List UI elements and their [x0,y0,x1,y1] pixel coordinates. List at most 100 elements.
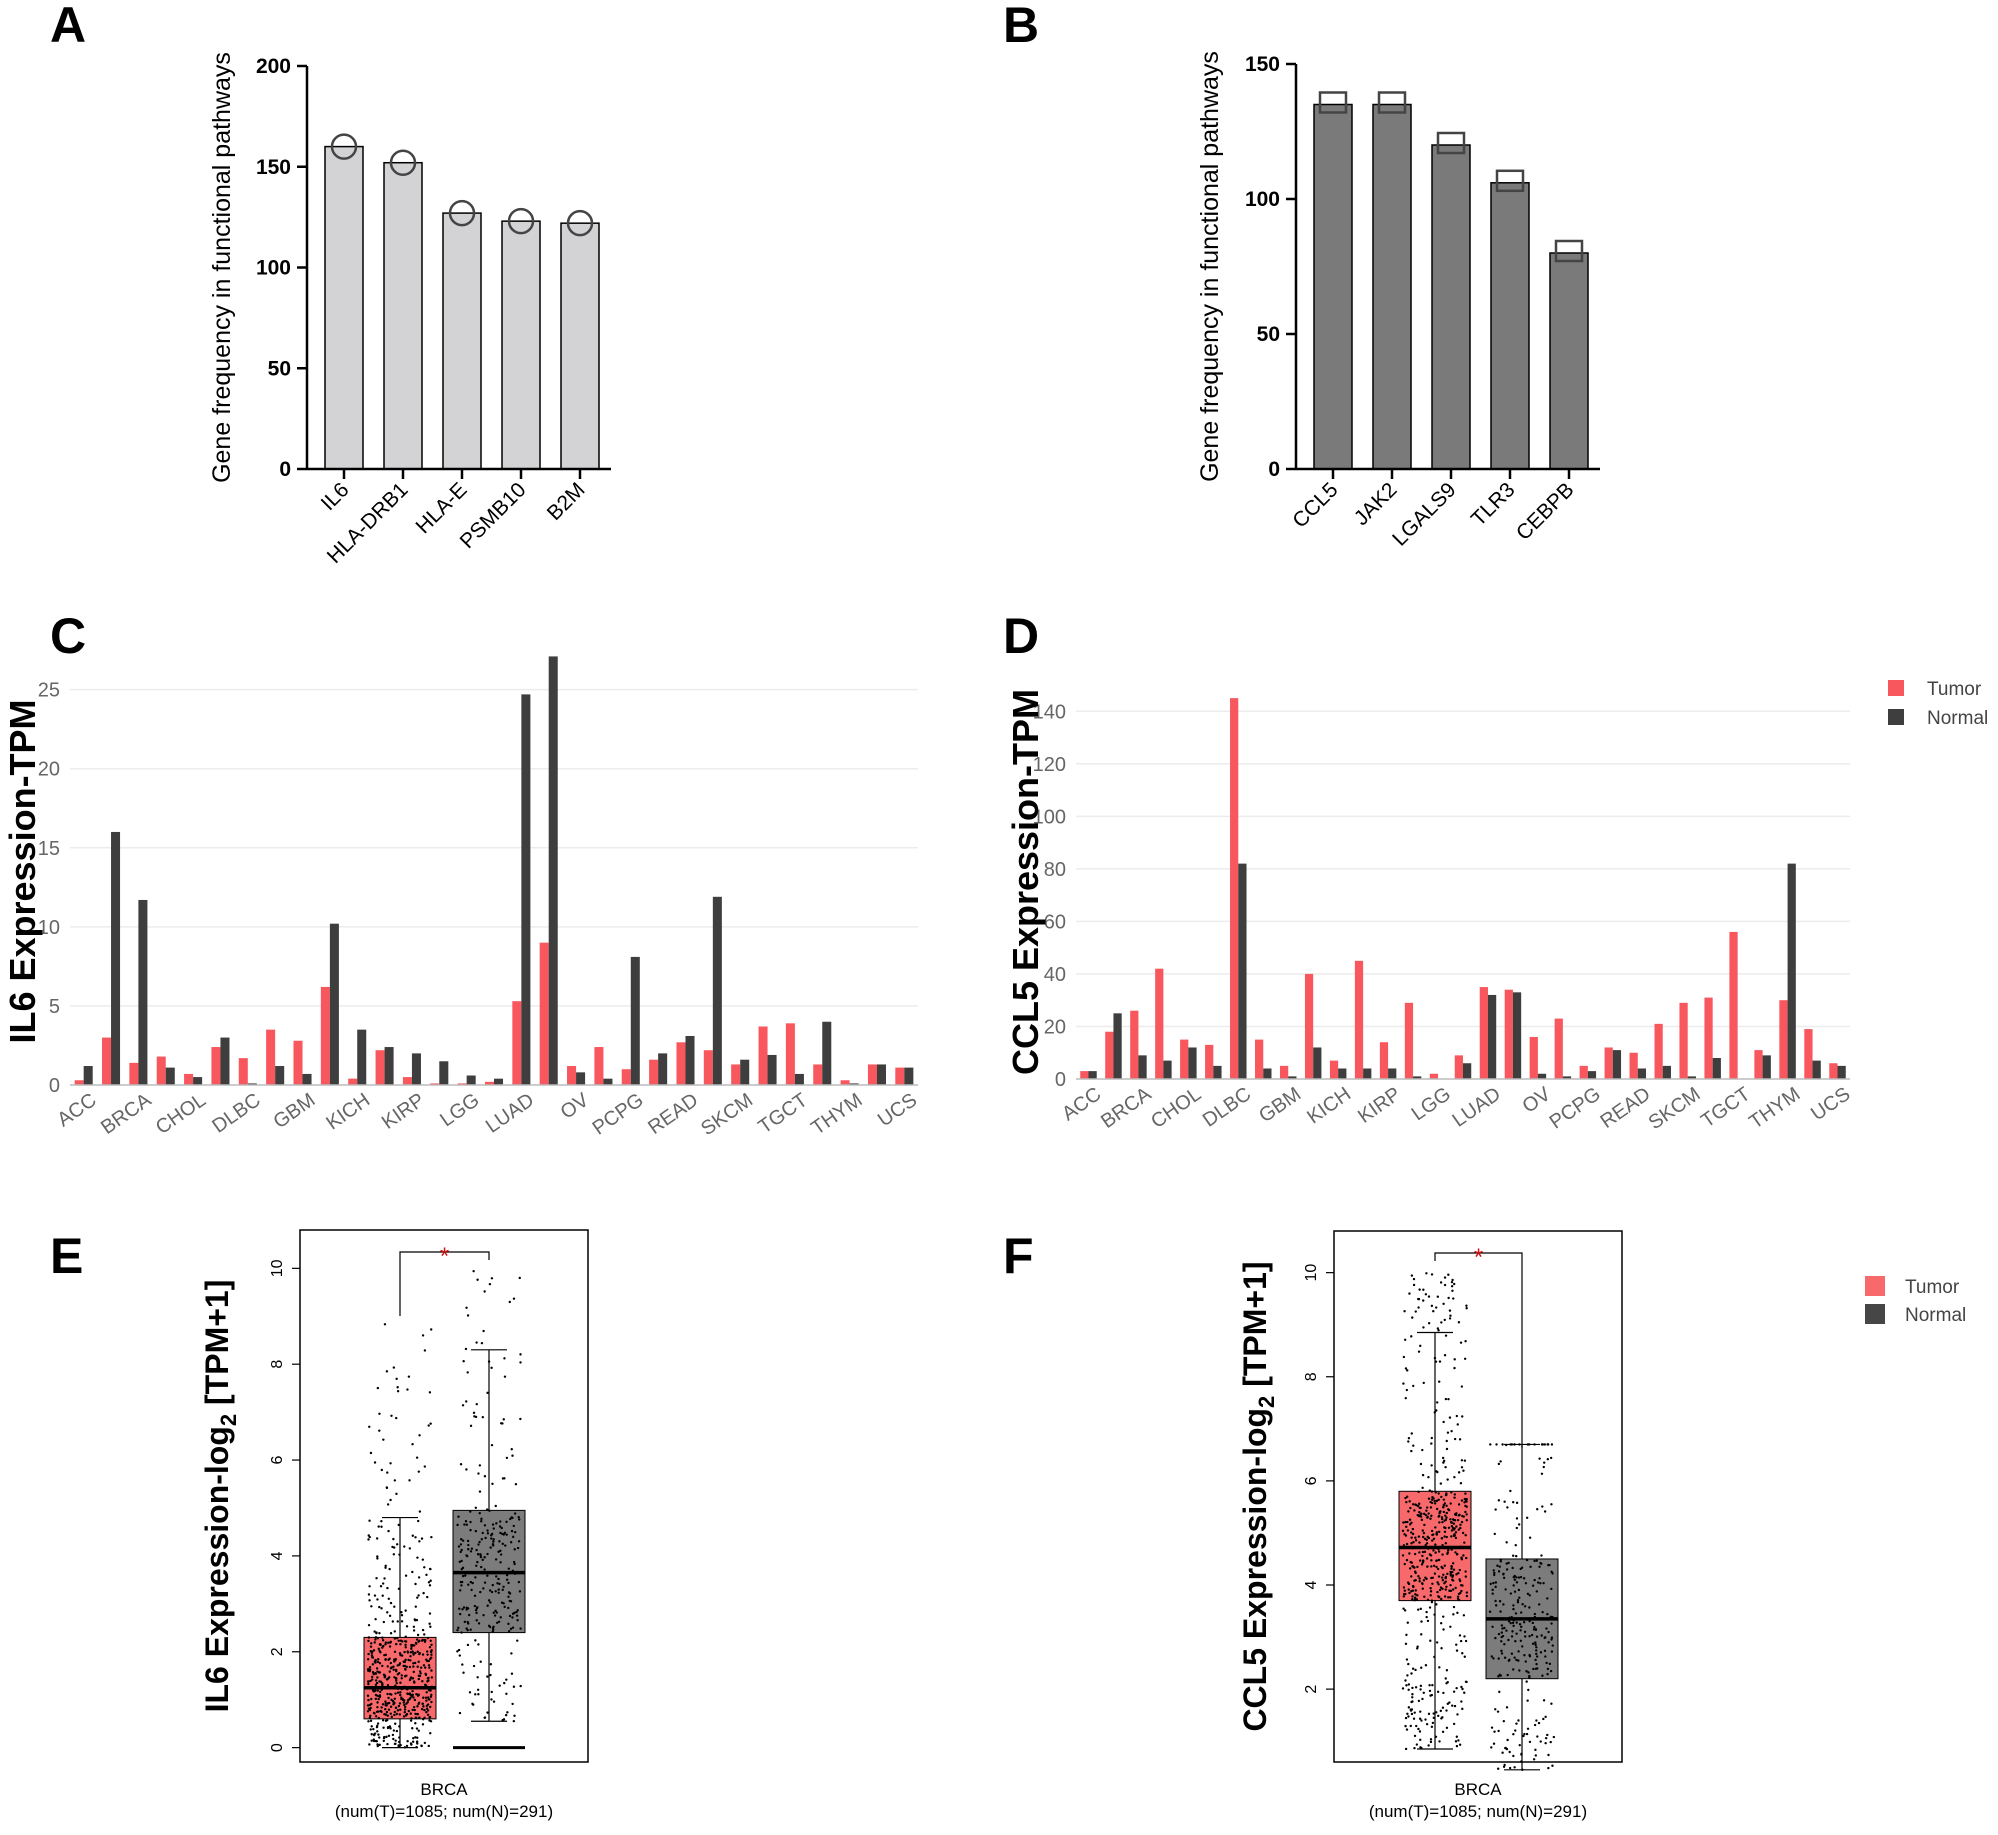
data-point [1463,1541,1466,1544]
data-point [496,1582,499,1585]
data-point [1426,1598,1430,1602]
data-point [377,1710,380,1713]
data-point [411,1708,414,1712]
data-point-marker [330,133,358,160]
data-point [386,1684,390,1687]
data-point [1449,1518,1452,1521]
normal-bar [1188,1047,1197,1079]
tumor-bar [649,1059,659,1085]
data-point [383,1713,386,1716]
data-point [1458,1743,1462,1746]
data-point [1455,1649,1459,1652]
data-point [1442,1628,1445,1631]
data-point [417,1674,421,1677]
data-point [518,1590,522,1593]
data-point [412,1629,416,1632]
y-tick-label: 0 [269,1743,286,1752]
data-point [1504,1746,1507,1750]
data-point [1539,1582,1542,1585]
data-point [1451,1562,1455,1565]
data-point [499,1616,502,1619]
data-point [1463,1459,1467,1462]
data-point [1456,1423,1459,1426]
data-point [465,1468,468,1471]
data-point [1550,1638,1553,1641]
data-point [412,1662,415,1665]
normal-bar [1537,1073,1547,1079]
data-point [384,1564,387,1568]
data-point [1457,1739,1460,1742]
normal-bar [466,1075,476,1085]
data-point [392,1537,395,1541]
data-point [371,1678,374,1681]
data-point [1449,1589,1453,1593]
data-point [498,1525,502,1528]
data-point [376,1689,379,1692]
data-point [1512,1576,1515,1579]
x-tick-label: BRCA [97,1089,156,1139]
data-point [1544,1741,1547,1745]
data-point [415,1727,419,1730]
data-point [458,1711,462,1715]
data-point [489,1546,492,1549]
data-point [1492,1581,1495,1585]
data-point [415,1693,418,1696]
data-point [1515,1576,1518,1579]
data-point [510,1652,513,1655]
data-point [423,1633,426,1636]
data-point [376,1598,379,1601]
data-point [1413,1711,1416,1714]
data-point [1430,1600,1434,1604]
data-point [1441,1543,1444,1547]
data-point [1453,1475,1456,1479]
tumor-bar [1255,1039,1264,1079]
data-point [1488,1610,1492,1613]
data-point [1546,1667,1550,1671]
data-point [367,1636,371,1639]
data-point [387,1597,390,1601]
normal-bar [603,1078,613,1085]
data-point [458,1654,462,1657]
data-point [475,1548,478,1552]
data-point [1450,1524,1454,1528]
data-point [517,1580,521,1584]
data-point [1445,1516,1448,1519]
data-point [1427,1322,1431,1325]
data-point [458,1589,462,1592]
data-point [379,1585,383,1588]
data-point [404,1640,407,1643]
data-point [369,1706,372,1710]
data-point [403,1545,406,1548]
data-point [516,1618,519,1622]
data-point [1495,1443,1498,1446]
data-point [460,1548,463,1552]
data-point [1550,1650,1554,1653]
data-point [1426,1535,1429,1539]
data-point [368,1716,372,1719]
data-point [395,1681,398,1685]
data-point [1540,1472,1544,1476]
data-point [1543,1636,1546,1640]
data-point [1440,1597,1443,1601]
data-point [1452,1534,1456,1538]
data-point [490,1366,493,1370]
normal-bar [1263,1068,1272,1079]
data-point [1535,1590,1539,1593]
data-point [421,1702,424,1706]
data-point [1432,1564,1436,1568]
data-point [505,1533,508,1536]
data-point [481,1415,485,1419]
data-point [385,1370,389,1373]
data-point [514,1483,518,1486]
data-point [1414,1571,1417,1575]
data-point [1425,1610,1428,1614]
data-point [1544,1736,1548,1740]
data-point [1535,1649,1538,1652]
data-point [1453,1437,1457,1441]
data-point [382,1644,385,1648]
data-point [1443,1353,1447,1357]
data-point [381,1682,384,1685]
data-point [1516,1601,1520,1604]
data-point [1427,1744,1430,1747]
data-point [417,1594,420,1597]
